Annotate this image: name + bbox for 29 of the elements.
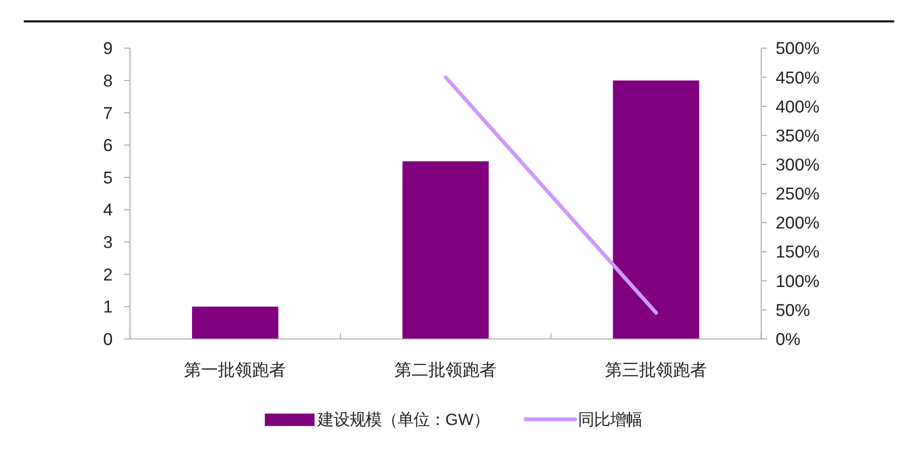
- y2-tick-label: 100%: [776, 270, 820, 291]
- y-tick-label: 0: [103, 328, 113, 349]
- y-tick-label: 3: [103, 232, 113, 252]
- y2-tick-label: 300%: [776, 154, 820, 175]
- y-tick-label: 8: [103, 70, 113, 91]
- y2-tick-label: 350%: [776, 125, 820, 146]
- legend-label: 同比增幅: [578, 411, 642, 430]
- y-tick-label: 1: [103, 296, 113, 317]
- y2-tick-label: 450%: [776, 67, 820, 88]
- y-tick-label: 5: [103, 167, 113, 188]
- y-tick-label: 2: [103, 264, 113, 284]
- x-tick-label: 第三批领跑者: [605, 359, 708, 380]
- bar: [192, 306, 278, 339]
- y2-tick-label: 0%: [776, 328, 800, 349]
- legend-label: 建设规模（单位：GW）: [316, 411, 490, 430]
- y2-tick-label: 150%: [776, 242, 820, 262]
- x-tick-label: 第一批领跑者: [184, 359, 286, 380]
- y-tick-label: 4: [103, 200, 114, 220]
- bar: [612, 80, 700, 339]
- y2-tick-label: 250%: [776, 184, 820, 204]
- x-tick-label: 第二批领跑者: [394, 359, 497, 380]
- y2-tick-label: 200%: [776, 212, 820, 233]
- y-tick-label: 7: [103, 102, 113, 123]
- y-tick-label: 9: [103, 38, 113, 58]
- y2-tick-label: 400%: [776, 96, 820, 116]
- bar: [402, 161, 489, 339]
- y2-tick-label: 50%: [776, 300, 810, 320]
- y-tick-label: 6: [103, 135, 113, 156]
- y2-tick-label: 500%: [776, 38, 820, 58]
